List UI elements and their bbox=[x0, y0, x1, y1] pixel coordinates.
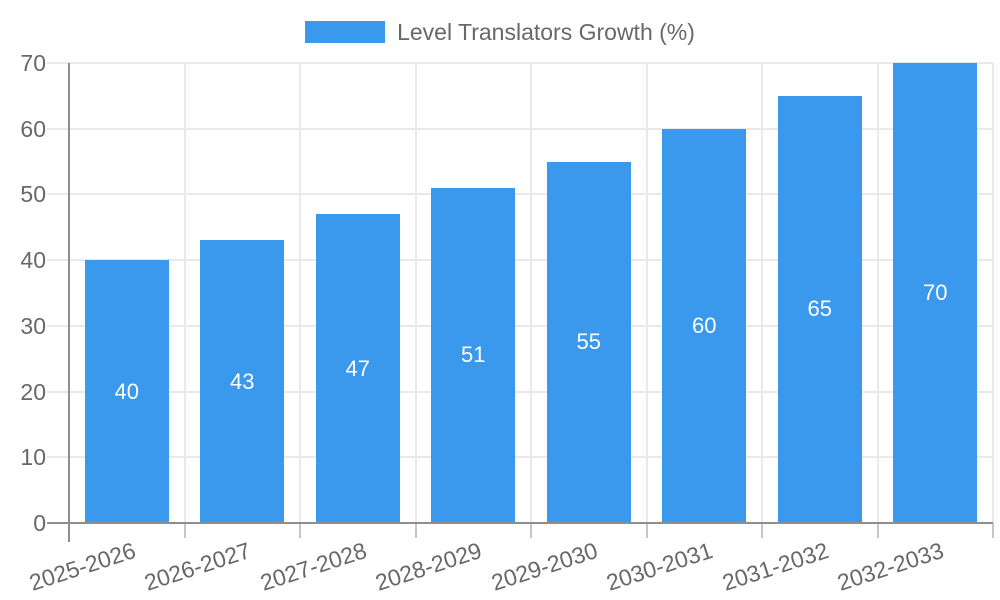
gridline-vertical bbox=[876, 63, 879, 523]
gridline-vertical bbox=[530, 63, 532, 523]
x-tick-label: 2032-2033 bbox=[834, 537, 947, 596]
gridline-horizontal bbox=[47, 324, 993, 327]
x-axis-tick bbox=[68, 523, 70, 542]
legend-swatch[interactable] bbox=[305, 21, 386, 43]
x-tick-label: 2028-2029 bbox=[372, 537, 485, 596]
gridline-horizontal bbox=[47, 193, 993, 196]
y-tick-label: 60 bbox=[20, 115, 46, 142]
gridline-vertical bbox=[414, 63, 417, 523]
bar-value-label: 51 bbox=[461, 342, 486, 368]
bar-value-label: 43 bbox=[230, 368, 255, 394]
gridline-vertical bbox=[992, 63, 994, 523]
gridline-vertical bbox=[183, 63, 186, 523]
x-axis-tick bbox=[876, 523, 879, 538]
x-axis-tick bbox=[414, 523, 417, 538]
x-tick-label: 2030-2031 bbox=[603, 537, 716, 596]
x-tick-label: 2029-2030 bbox=[487, 537, 601, 596]
x-axis-tick bbox=[530, 523, 532, 538]
gridline-horizontal bbox=[47, 62, 993, 64]
bar[interactable] bbox=[315, 214, 400, 523]
bar-value-label: 65 bbox=[807, 296, 832, 322]
x-axis-tick bbox=[761, 523, 763, 538]
x-axis-line bbox=[47, 522, 993, 524]
y-tick-label: 40 bbox=[20, 247, 46, 274]
bar-value-label: 60 bbox=[692, 312, 717, 338]
y-tick-label: 50 bbox=[20, 181, 46, 208]
bar-value-label: 40 bbox=[114, 378, 139, 404]
y-axis-line bbox=[68, 63, 70, 523]
y-tick-label: 30 bbox=[20, 312, 46, 339]
bar[interactable] bbox=[662, 128, 747, 523]
legend-label: Level Translators Growth (%) bbox=[397, 19, 695, 45]
bar[interactable] bbox=[431, 187, 516, 523]
x-axis-tick bbox=[992, 523, 994, 538]
x-axis-tick bbox=[299, 523, 301, 538]
x-tick-label: 2025-2026 bbox=[25, 537, 139, 596]
bar[interactable] bbox=[84, 260, 169, 523]
chart-legend[interactable]: Level Translators Growth (%) bbox=[0, 20, 1000, 44]
bar[interactable] bbox=[200, 240, 285, 523]
x-axis-tick bbox=[183, 523, 186, 538]
bar-value-label: 55 bbox=[576, 329, 601, 355]
gridline-horizontal bbox=[47, 456, 993, 459]
gridline-vertical bbox=[299, 63, 301, 523]
bar[interactable] bbox=[777, 95, 862, 523]
y-tick-label: 10 bbox=[20, 444, 46, 471]
bar-value-label: 47 bbox=[345, 355, 370, 381]
gridline-vertical bbox=[761, 63, 763, 523]
bar-value-label: 70 bbox=[923, 280, 948, 305]
x-tick-label: 2027-2028 bbox=[256, 537, 370, 596]
gridline-horizontal bbox=[47, 127, 993, 130]
x-axis-tick bbox=[645, 523, 648, 538]
y-tick-label: 70 bbox=[20, 50, 46, 76]
x-tick-label: 2031-2032 bbox=[718, 537, 832, 596]
bar[interactable] bbox=[893, 63, 978, 523]
y-tick-label: 20 bbox=[20, 378, 46, 405]
gridline-horizontal bbox=[47, 259, 993, 262]
gridline-vertical bbox=[645, 63, 648, 523]
gridline-horizontal bbox=[47, 390, 993, 393]
y-tick-label: 0 bbox=[33, 510, 46, 536]
x-tick-label: 2026-2027 bbox=[141, 537, 254, 596]
bar[interactable] bbox=[546, 161, 631, 523]
